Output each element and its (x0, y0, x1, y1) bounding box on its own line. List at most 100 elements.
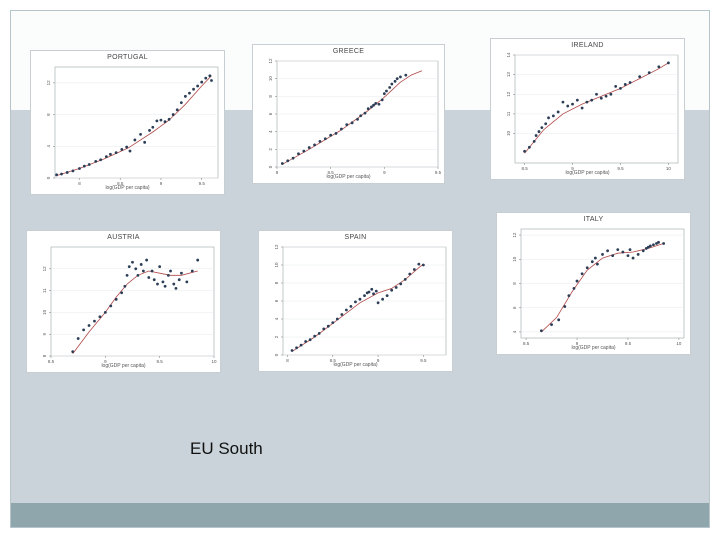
data-point (628, 248, 632, 251)
data-point (150, 269, 154, 273)
x-axis-label: log(GDP per capita) (101, 363, 146, 369)
chart-spain-plot: 8 8.5 9 9.5 0 2 4 6 8 10 12 (274, 244, 447, 363)
x-axis-label: log(GDP per capita) (571, 345, 616, 351)
data-point (404, 73, 408, 77)
data-point (60, 172, 63, 176)
x-tick-label: 8.5 (328, 170, 335, 175)
x-tick-label: 9 (383, 170, 386, 175)
x-tick-label: 9.5 (625, 341, 632, 346)
data-point (532, 140, 536, 143)
data-point (151, 125, 155, 129)
y-tick-label: 9 (42, 332, 47, 335)
data-point (408, 272, 412, 276)
data-point (385, 294, 389, 297)
data-point (103, 311, 107, 314)
data-point (82, 164, 86, 168)
data-point (596, 262, 599, 266)
x-tick-label: 9.5 (435, 170, 442, 175)
data-point (133, 138, 137, 142)
data-point (580, 272, 584, 276)
chart-spain: 8 8.5 9 9.5 0 2 4 6 8 10 12 SPAIN log(GDP per capi… (258, 230, 453, 372)
data-point (593, 256, 597, 260)
data-point (190, 269, 194, 273)
y-tick-label: 11 (506, 111, 511, 116)
data-point (291, 156, 295, 160)
data-point (537, 130, 541, 133)
data-point (572, 286, 576, 290)
data-point (297, 152, 300, 156)
chart-ireland: 8.5 9 9.5 10 10 11 12 13 14 IRELAND log(GDP per … (490, 38, 685, 180)
data-point (167, 117, 171, 121)
x-tick-label: 9 (160, 181, 163, 186)
x-tick-label: 9.5 (199, 181, 206, 186)
x-tick-label: 8.5 (523, 341, 530, 346)
data-point (299, 343, 303, 347)
data-point (317, 332, 321, 335)
data-point (114, 151, 118, 155)
data-point (335, 317, 339, 321)
data-point (614, 85, 618, 88)
data-point (566, 104, 570, 108)
data-point (196, 84, 200, 88)
y-tick-label: 0 (274, 353, 279, 356)
y-tick-label: 8 (512, 282, 517, 285)
footer-bar (11, 503, 709, 527)
data-point (657, 65, 661, 69)
data-point (631, 256, 635, 260)
data-point (563, 305, 567, 308)
data-point (421, 263, 425, 267)
data-point (304, 340, 308, 343)
data-point (393, 79, 397, 83)
data-point (175, 108, 179, 112)
data-point (609, 92, 613, 96)
data-point (136, 273, 140, 277)
y-tick-label: 10 (268, 76, 273, 82)
y-tick-label: 6 (268, 112, 273, 115)
chart-italy-plot: 8.5 9 9.5 10 4 6 8 10 12 (512, 228, 685, 346)
data-point (374, 289, 378, 293)
data-point (390, 288, 394, 292)
data-point (125, 273, 129, 277)
data-point (171, 113, 175, 116)
data-point (318, 139, 322, 143)
y-tick-label: 6 (274, 299, 279, 302)
y-tick-label: 10 (506, 131, 511, 137)
data-point (547, 116, 550, 120)
data-point (399, 75, 402, 79)
data-point (580, 106, 584, 110)
chart-greece-plot: 8 8.5 9 9.5 0 2 4 6 8 10 12 (268, 58, 442, 175)
data-point (619, 86, 622, 90)
data-point (626, 254, 630, 258)
data-point (638, 75, 642, 78)
data-point (143, 140, 147, 144)
data-point (527, 145, 531, 149)
data-point (363, 111, 367, 115)
data-point (372, 292, 375, 296)
data-point (380, 98, 384, 102)
data-point (382, 92, 386, 96)
data-point (390, 82, 394, 86)
data-point (141, 269, 145, 273)
chart-portugal-plot: 8 8.5 9 9.5 0 4 8 12 (46, 66, 219, 186)
data-point (139, 263, 143, 266)
data-point (628, 81, 632, 84)
x-tick-label: 9 (377, 358, 380, 363)
data-point (571, 102, 574, 106)
x-tick-label: 9 (104, 359, 107, 364)
data-point (550, 323, 553, 327)
data-point (109, 304, 113, 308)
data-point (551, 114, 555, 118)
x-tick-label: 9.5 (420, 358, 427, 363)
data-point (595, 92, 598, 96)
data-point (127, 265, 131, 269)
data-point (94, 159, 98, 163)
data-point (99, 158, 103, 162)
data-point (172, 282, 176, 286)
data-point (196, 258, 200, 262)
data-point (139, 132, 142, 136)
data-point (295, 346, 298, 350)
data-point (134, 267, 138, 271)
data-point (616, 248, 620, 251)
data-point (370, 105, 373, 109)
y-tick-label: 2 (268, 148, 273, 151)
